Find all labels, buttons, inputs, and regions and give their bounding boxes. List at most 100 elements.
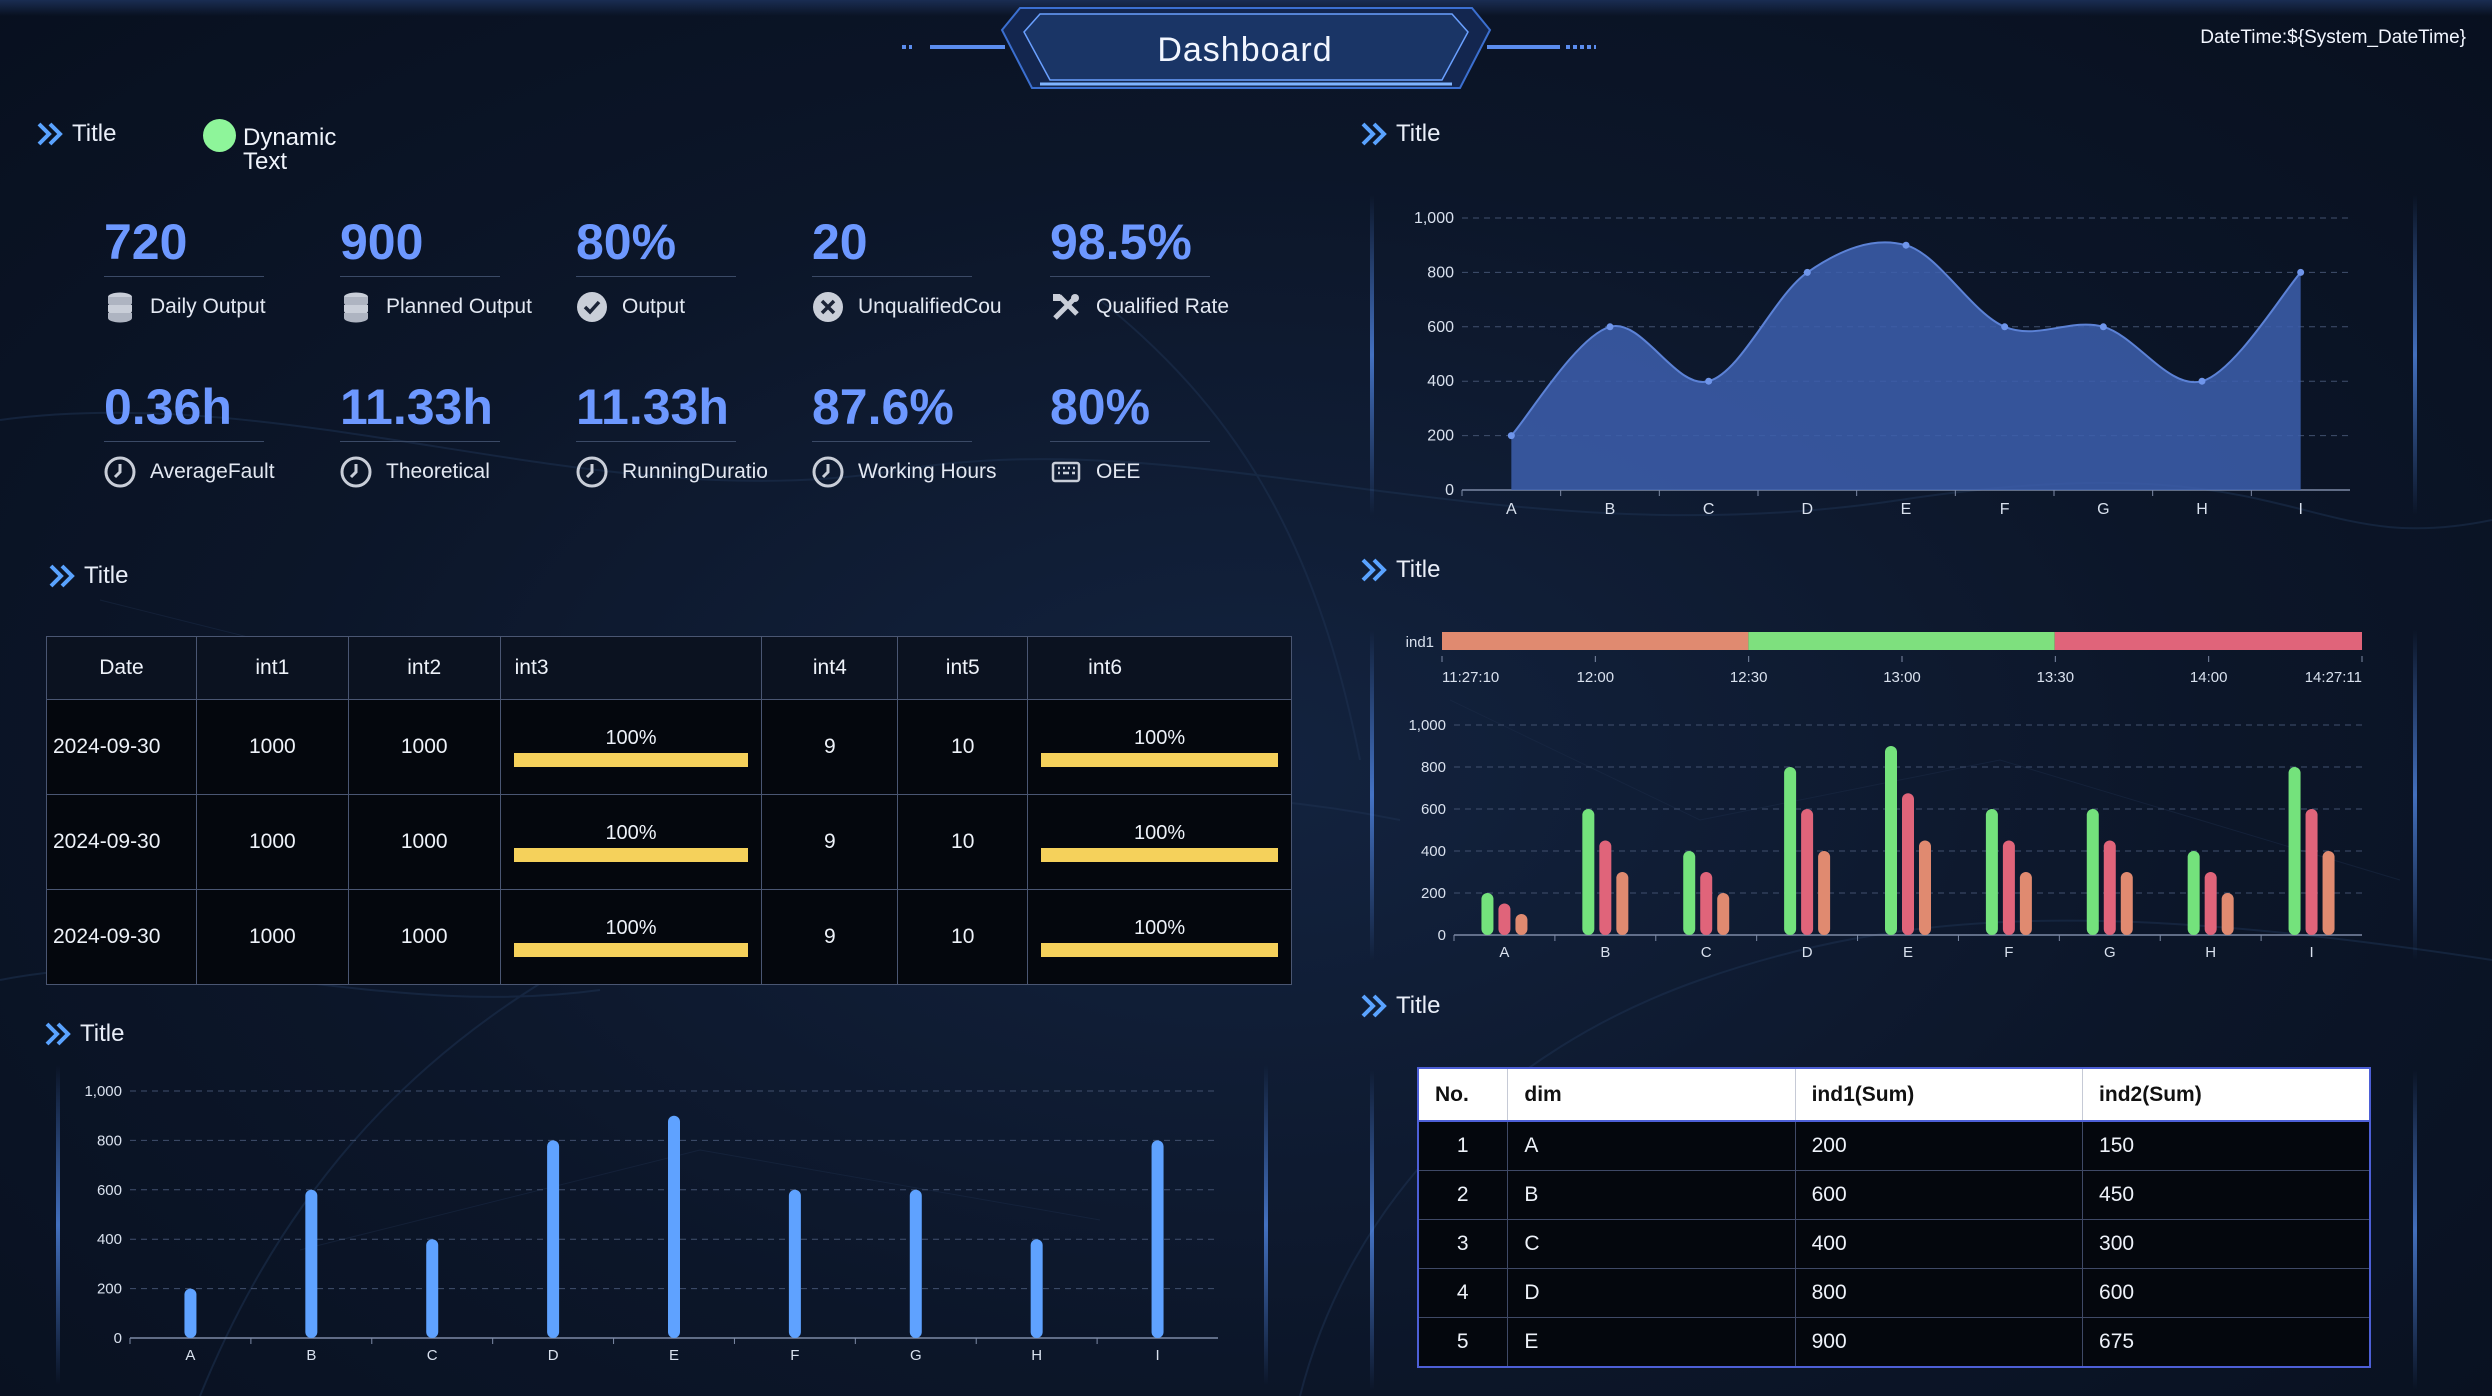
- bar: [2120, 872, 2133, 935]
- kpi-tile: 720 Daily Output: [104, 210, 309, 323]
- table-row[interactable]: 2024-09-30 1000 1000 100% 9 10 100%: [46, 794, 1292, 890]
- kpi-tile: 98.5% Qualified Rate: [1050, 210, 1255, 323]
- bar: [305, 1189, 318, 1338]
- table-row[interactable]: 5 E 900 675: [1418, 1317, 2370, 1368]
- status-dot: [203, 119, 236, 152]
- clock-icon: [340, 456, 372, 488]
- row-number-cell: 3: [1418, 1219, 1509, 1269]
- row-number-cell: 1: [1418, 1121, 1509, 1171]
- progress-cell: 100%: [502, 816, 761, 868]
- x-tick-label: I: [1155, 1347, 1159, 1364]
- area-chart-svg: 0 200 400 600 800 1,000 A B C D E F G H I: [1414, 210, 2350, 518]
- column-header[interactable]: Date: [46, 636, 197, 700]
- double-chevron-icon: [45, 1022, 71, 1046]
- area-fill: [1511, 242, 2301, 490]
- bar: [547, 1140, 560, 1338]
- panel-glow-right: [1264, 1065, 1268, 1385]
- summary-table: No. dim ind1(Sum) ind2(Sum) 1 A 200 150 2 B 60…: [1417, 1067, 2371, 1368]
- y-tick-label: 0: [114, 1330, 122, 1347]
- production-table: Date int1 int2 int3 int4 int5 int6 2024-…: [46, 636, 1292, 985]
- column-header[interactable]: int4: [761, 636, 899, 700]
- y-tick-label: 600: [1421, 801, 1446, 818]
- table-header-row: Date int1 int2 int3 int4 int5 int6: [46, 636, 1292, 700]
- bar: [2322, 851, 2335, 935]
- progress-fill: [513, 848, 749, 862]
- kpi-label: Working Hours: [858, 460, 997, 483]
- column-header[interactable]: int5: [897, 636, 1029, 700]
- bar: [1498, 903, 1511, 935]
- progress-track: [1041, 753, 1278, 767]
- bar: [2221, 893, 2234, 935]
- bar: [2305, 809, 2318, 935]
- bar: [2002, 840, 2015, 935]
- section-title-text: Title: [84, 562, 129, 589]
- table-row[interactable]: 3 C 400 300: [1418, 1219, 2370, 1269]
- table-row[interactable]: 2 B 600 450: [1418, 1170, 2370, 1220]
- row-number-cell: 4: [1418, 1268, 1509, 1318]
- y-tick-label: 400: [97, 1231, 122, 1248]
- y-tick-label: 200: [97, 1281, 122, 1298]
- table-section-title: Title: [48, 562, 128, 590]
- ind1-cell: 400: [1795, 1219, 2084, 1269]
- timeline-tick-label: 14:00: [2190, 669, 2228, 686]
- double-chevron-icon: [1361, 994, 1387, 1018]
- clock-icon: [812, 456, 844, 488]
- header-frame: [902, 7, 1596, 89]
- data-point: [2099, 323, 2107, 331]
- ind1-cell: 200: [1795, 1121, 2084, 1171]
- progress-label: 100%: [1134, 822, 1186, 844]
- y-tick-label: 800: [1427, 264, 1454, 281]
- row-number-cell: 5: [1418, 1317, 1509, 1368]
- bar: [1683, 851, 1696, 935]
- x-tick-label: B: [306, 1347, 316, 1364]
- ind1-cell: 800: [1795, 1268, 2084, 1318]
- data-point: [1606, 323, 1614, 331]
- kpi-divider: [104, 276, 264, 277]
- kpi-value: 20: [812, 214, 868, 270]
- panel-glow-right: [2413, 630, 2417, 960]
- bar: [1582, 809, 1595, 935]
- table-row[interactable]: 2024-09-30 1000 1000 100% 9 10 100%: [46, 699, 1292, 795]
- dim-cell: D: [1507, 1268, 1796, 1318]
- kpi-divider: [812, 441, 972, 442]
- column-header[interactable]: ind2(Sum): [2082, 1068, 2370, 1122]
- bar: [1985, 809, 1998, 935]
- column-header[interactable]: No.: [1418, 1068, 1509, 1122]
- dim-cell: B: [1507, 1170, 1796, 1220]
- column-header[interactable]: int1: [195, 636, 349, 700]
- data-point: [1902, 241, 1910, 249]
- kpi-tile: 11.33h RunningDuratio: [576, 375, 781, 488]
- column-header[interactable]: ind1(Sum): [1795, 1068, 2084, 1122]
- grouped-chart-svg: ind1 11:27:10 12:00 12:30 13:00 13:30 14:00 14:…: [1406, 632, 2363, 961]
- timeline-grouped-chart: ind1 11:27:10 12:00 12:30 13:00 13:30 14:00 14:…: [1380, 620, 2400, 970]
- column-header[interactable]: int6: [1027, 636, 1292, 700]
- progress-label: 100%: [605, 917, 657, 939]
- kpi-label: Qualified Rate: [1096, 295, 1230, 318]
- int1-cell: 1000: [195, 889, 349, 985]
- y-tick-label: 200: [1427, 428, 1454, 445]
- column-header[interactable]: int2: [347, 636, 501, 700]
- x-tick-label: H: [1031, 1347, 1042, 1364]
- y-tick-label: 1,000: [1408, 717, 1446, 734]
- kpi-label-row: Theoretical: [340, 456, 545, 488]
- kpi-label-row: Output: [576, 291, 781, 323]
- bar: [2187, 851, 2200, 935]
- x-tick-label: H: [2196, 501, 2208, 518]
- column-header[interactable]: int3: [499, 636, 763, 700]
- database-icon: [340, 291, 372, 323]
- bar: [2204, 872, 2217, 935]
- bar: [426, 1239, 439, 1338]
- int6-cell: 100%: [1027, 699, 1292, 795]
- progress-fill: [1041, 848, 1278, 862]
- column-header[interactable]: dim: [1507, 1068, 1796, 1122]
- y-tick-label: 400: [1421, 843, 1446, 860]
- table-row[interactable]: 4 D 800 600: [1418, 1268, 2370, 1318]
- int5-cell: 10: [897, 699, 1029, 795]
- table-row[interactable]: 1 A 200 150: [1418, 1121, 2370, 1171]
- y-tick-label: 600: [97, 1182, 122, 1199]
- data-point: [2198, 377, 2206, 385]
- dynamic-text: Dynamic Text: [243, 124, 337, 175]
- data-point: [1803, 268, 1811, 276]
- table-row[interactable]: 2024-09-30 1000 1000 100% 9 10 100%: [46, 889, 1292, 985]
- progress-label: 100%: [1134, 727, 1186, 749]
